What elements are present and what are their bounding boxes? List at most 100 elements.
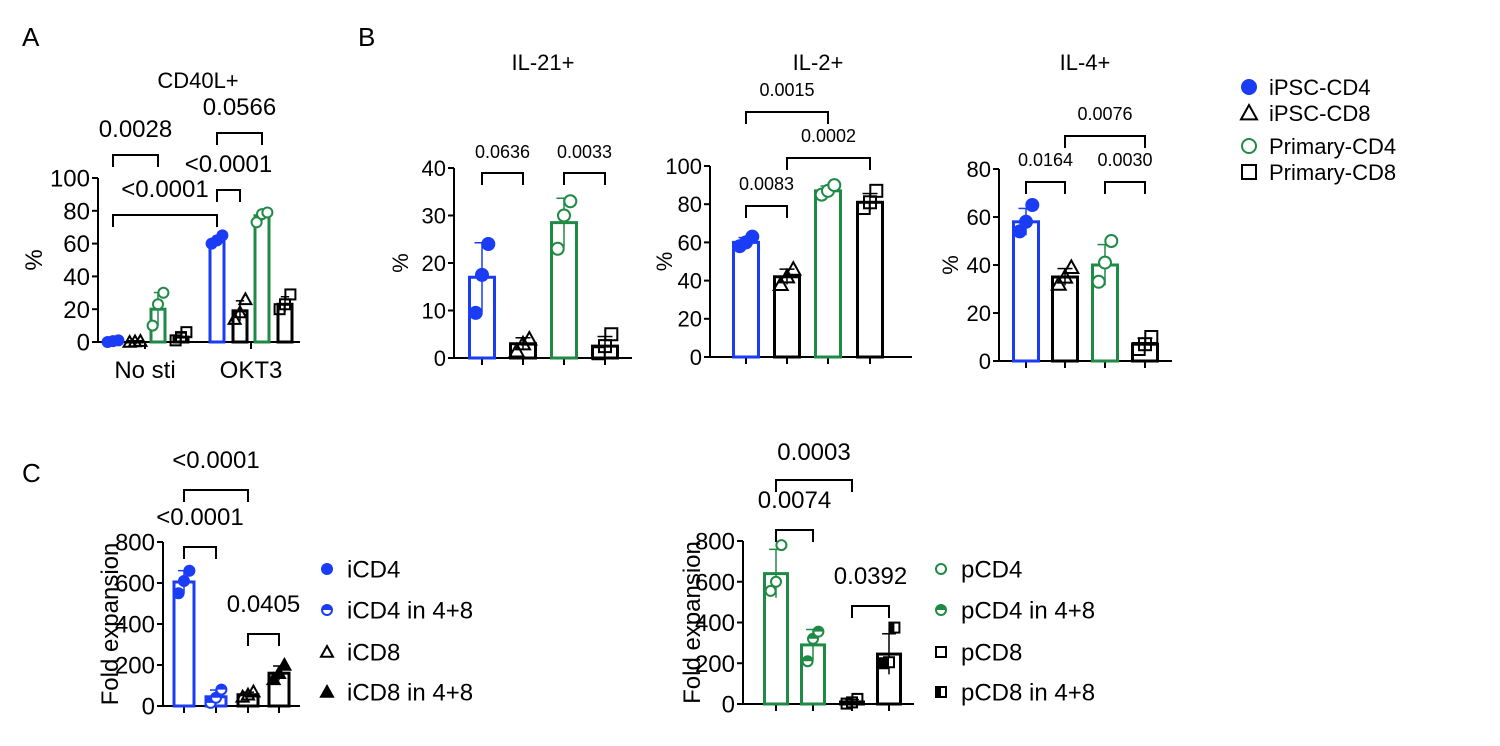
panel-label-a: A — [22, 22, 40, 52]
significance-bracket — [1025, 181, 1066, 194]
open-square-marker — [1144, 330, 1159, 344]
y-tick-label: 20 — [678, 307, 702, 332]
significance-bracket — [786, 157, 871, 170]
point — [112, 334, 125, 347]
significance-bracket — [481, 172, 524, 185]
point — [557, 208, 571, 223]
significance-bracket — [775, 529, 814, 542]
point — [1019, 214, 1033, 229]
filled-triangle-marker — [276, 656, 293, 671]
y-tick-label: 0 — [722, 692, 735, 719]
y-tick-label: 80 — [63, 198, 90, 225]
point — [271, 665, 287, 679]
bar-primary-cd4 — [253, 214, 271, 344]
point — [146, 319, 159, 332]
open-triangle-marker — [226, 310, 243, 325]
open-square-marker — [869, 183, 884, 198]
point — [180, 326, 193, 339]
y-tick-label: 30 — [422, 203, 446, 228]
filled-circle-marker — [178, 574, 190, 587]
open-circle-marker — [935, 563, 947, 575]
y-tick-label: 40 — [967, 253, 991, 278]
point — [468, 305, 483, 320]
half-square-marker — [935, 686, 947, 698]
point-fill — [802, 656, 813, 662]
open-triangle-marker — [1239, 102, 1259, 121]
open-triangle-marker — [234, 688, 251, 703]
open-triangle-marker — [778, 267, 796, 284]
p-value: 0.0003 — [777, 439, 850, 466]
filled-triangle-marker — [271, 665, 287, 679]
p-value: 0.0030 — [1097, 150, 1152, 170]
chart-il2: IL-2+ 0 20 40 60 80 100% 0.0083 0.0002 0.0015 — [652, 50, 912, 370]
y-tick-label: 200 — [695, 651, 735, 678]
point — [152, 298, 164, 311]
open-circle-marker — [770, 575, 782, 588]
p-value: 0.0566 — [203, 94, 276, 121]
chart-title: CD40L+ — [157, 68, 238, 93]
point-fill — [813, 626, 824, 632]
y-tick-label: 40 — [422, 156, 446, 181]
point — [1098, 255, 1112, 270]
significance-bracket — [112, 154, 159, 167]
significance-bracket — [1104, 181, 1146, 194]
legend-label: pCD8 — [961, 640, 1022, 667]
bar-primary-cd8 — [856, 200, 884, 359]
y-axis-label: % — [652, 252, 677, 272]
open-circle-marker — [157, 286, 170, 299]
open-square-marker — [180, 326, 193, 339]
bar-ipsc-cd4 — [208, 238, 226, 344]
point — [745, 229, 760, 244]
x-tick-label: No sti — [114, 357, 175, 384]
open-triangle-marker — [514, 334, 532, 351]
y-tick-label: 10 — [422, 298, 446, 323]
open-circle-marker — [152, 298, 164, 311]
open-square-marker — [935, 646, 947, 658]
filled-circle-marker — [468, 305, 483, 320]
point-fill — [216, 684, 227, 690]
filled-circle-marker — [216, 229, 229, 242]
filled-triangle-marker — [319, 683, 335, 698]
y-axis-label: % — [388, 253, 413, 273]
filled-circle-marker — [745, 229, 760, 244]
y-tick-label: 60 — [967, 205, 991, 230]
panel-label-b: B — [358, 22, 375, 52]
half-circle-marker — [812, 625, 825, 638]
y-tick-label: 20 — [422, 251, 446, 276]
point — [935, 563, 947, 575]
significance-bracket — [216, 189, 241, 202]
point-fill — [936, 605, 946, 610]
open-circle-marker — [550, 241, 565, 256]
p-value: 0.0164 — [1018, 150, 1073, 170]
y-axis-label: Fold expansion — [679, 541, 706, 704]
legend-c-right: pCD4 pCD4 in 4+8 pCD8 pCD8 in 4+8 — [935, 557, 1095, 707]
legend-label: iCD8 in 4+8 — [347, 680, 473, 707]
open-triangle-marker — [772, 275, 790, 292]
filled-circle-marker — [481, 237, 496, 251]
y-tick-label: 800 — [695, 529, 735, 556]
point — [784, 260, 802, 276]
open-triangle-marker — [319, 643, 335, 658]
point — [563, 194, 578, 209]
point — [550, 241, 565, 256]
half-square-marker — [883, 656, 895, 669]
open-circle-marker — [827, 178, 842, 193]
y-tick-label: 60 — [63, 231, 90, 258]
y-tick-label: 60 — [678, 230, 702, 255]
point-fill — [884, 657, 889, 668]
open-triangle-marker — [1062, 258, 1080, 274]
p-value: 0.0033 — [557, 142, 612, 162]
p-value: <0.0001 — [185, 151, 272, 178]
point — [1241, 164, 1257, 180]
p-value: 0.0076 — [1077, 104, 1132, 124]
open-circle-marker — [1098, 255, 1112, 270]
filled-circle-marker — [1241, 79, 1257, 95]
significance-bracket — [183, 546, 217, 559]
legend-item: iCD4 — [321, 557, 400, 584]
bar-primary-cd4 — [814, 189, 842, 359]
filled-circle-marker — [172, 587, 185, 600]
legend-item: pCD8 — [935, 640, 1022, 667]
open-triangle-marker — [1056, 267, 1074, 284]
